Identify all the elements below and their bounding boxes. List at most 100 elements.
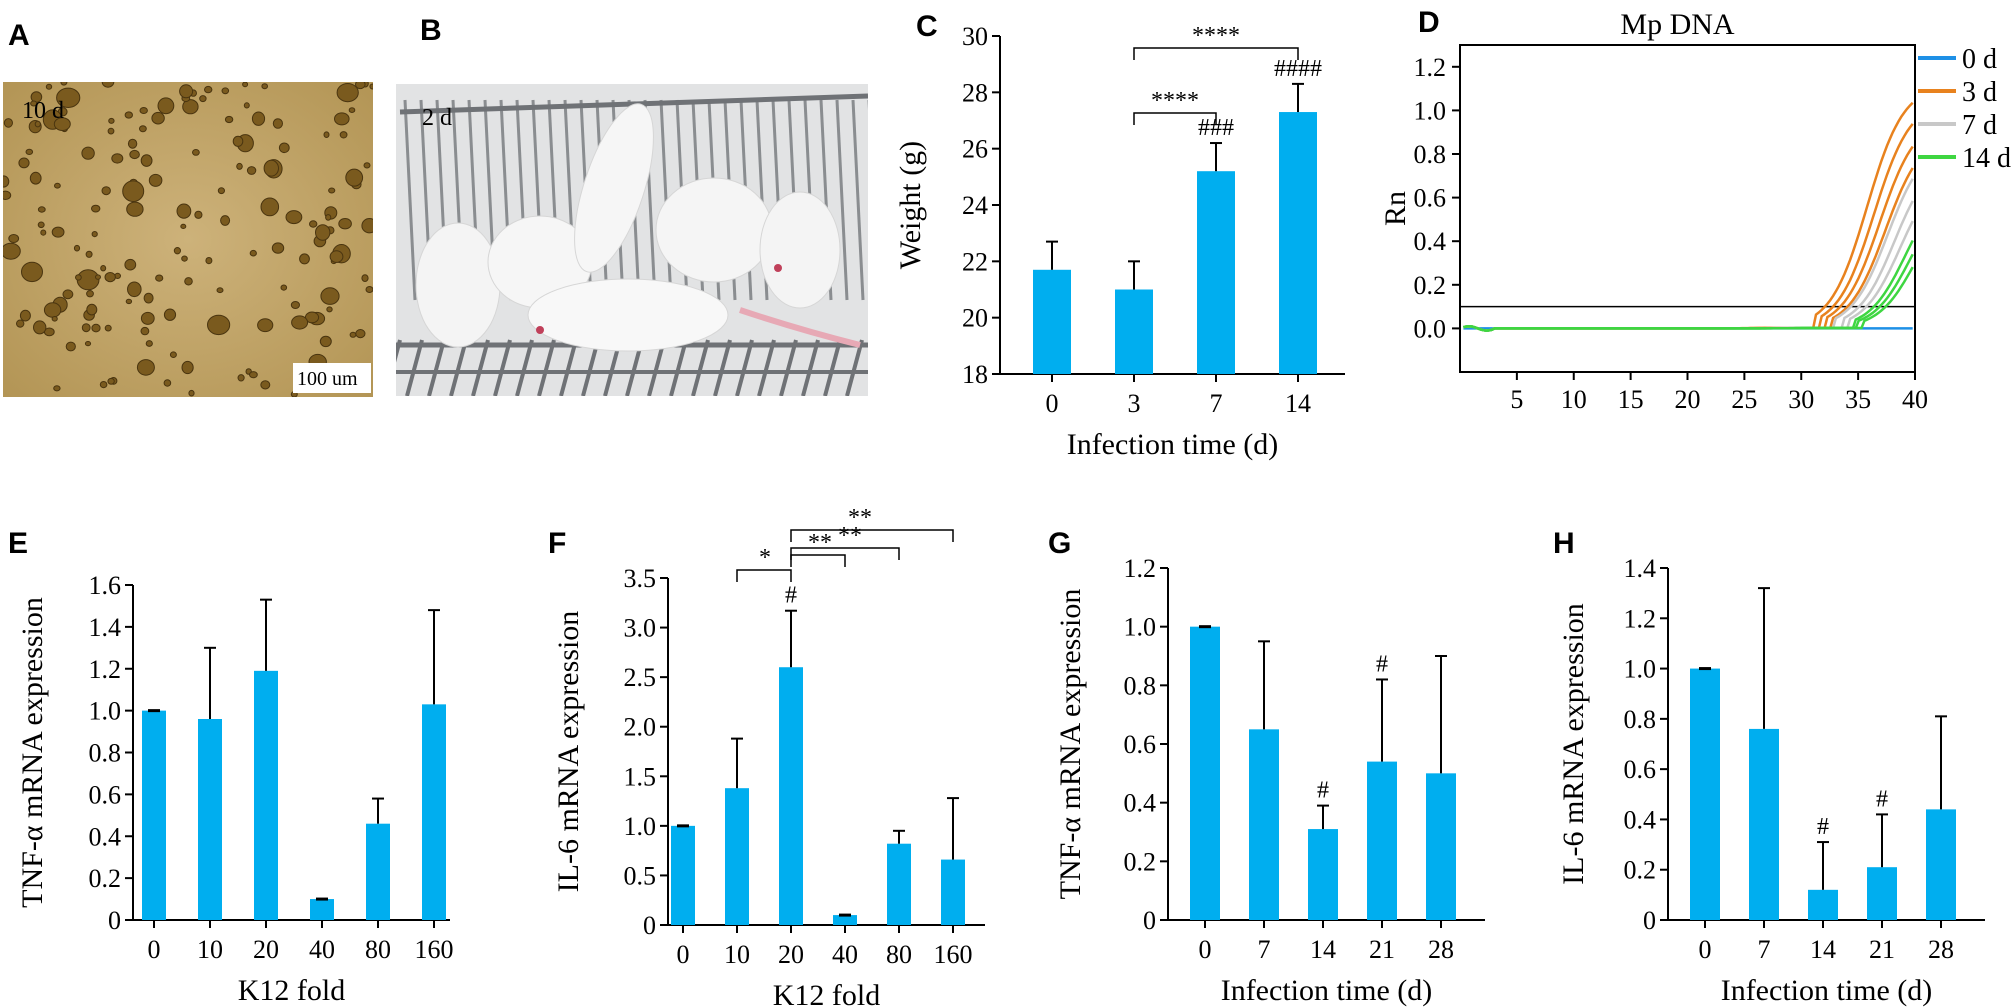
legend-label: 0 d	[1962, 44, 1997, 75]
colony	[122, 180, 145, 202]
x-tick-label: 3	[1128, 389, 1141, 418]
colony	[139, 107, 148, 114]
colony	[236, 162, 243, 170]
chart-g-tnf-time: 0 0.2 0.4 0.6 0.8 1.0 1.2 0 7 14 #21 #28 Infection t…	[1054, 554, 1485, 1007]
x-tick-label: 25	[1731, 385, 1757, 414]
x-axis-title: Infection time (d)	[1067, 428, 1279, 461]
bar	[1926, 809, 1956, 920]
colony	[143, 292, 154, 304]
colony	[179, 84, 194, 99]
y-tick-label: 0.2	[1414, 271, 1447, 300]
y-tick-label: 0.4	[1414, 227, 1447, 256]
colony	[363, 162, 371, 169]
y-tick-label: 0.4	[89, 822, 122, 851]
y-tick-label: 1.5	[624, 762, 657, 791]
colony	[184, 277, 193, 286]
colony	[37, 206, 46, 213]
y-tick-label: 3.5	[624, 564, 657, 593]
colony	[182, 99, 199, 115]
colony	[249, 249, 257, 257]
significance-bracket	[736, 569, 792, 582]
colony	[53, 385, 61, 392]
colonies-group	[3, 82, 373, 397]
cage-floor-wire	[493, 339, 512, 396]
colony	[326, 306, 333, 313]
bar	[1033, 269, 1071, 374]
y-tick-label: 0	[1143, 906, 1156, 935]
colony	[328, 187, 336, 194]
colony	[140, 154, 153, 167]
y-tick-label: 2.0	[624, 713, 657, 742]
colony	[257, 318, 274, 333]
colony	[140, 326, 150, 336]
colony	[180, 223, 187, 229]
colony	[181, 360, 194, 375]
colony	[249, 371, 258, 379]
bar	[1190, 626, 1220, 920]
colony	[56, 87, 81, 109]
x-tick-label: 20	[1675, 385, 1701, 414]
colony	[139, 125, 147, 133]
colony	[278, 142, 290, 154]
colony	[173, 247, 181, 255]
y-tick-label: 0.2	[89, 864, 122, 893]
cage-floor-wire	[515, 339, 534, 396]
colony	[108, 117, 115, 124]
y-tick-label: 0.6	[89, 780, 122, 809]
significance-mark: #	[1817, 814, 1829, 840]
significance-mark: #	[1317, 778, 1329, 804]
y-tick-label: 0.0	[1414, 314, 1447, 343]
y-tick-label: 1.2	[1124, 554, 1157, 583]
photo-b-time-label: 2 d	[422, 105, 452, 131]
y-tick-label: 18	[962, 360, 988, 389]
y-tick-label: 24	[962, 191, 988, 220]
photo-a-background	[3, 82, 373, 397]
colony	[349, 331, 357, 338]
x-tick-label: 5	[1510, 385, 1523, 414]
colony	[34, 120, 41, 128]
y-tick-label: 30	[962, 22, 988, 51]
colony	[261, 83, 269, 90]
y-tick-label: 1.0	[89, 697, 122, 726]
colony	[199, 95, 207, 103]
x-tick-label: 0	[677, 940, 690, 969]
cage-wire	[851, 99, 865, 301]
cage-floor-wire	[691, 339, 710, 396]
panel-letter-h: H	[1553, 527, 1575, 560]
mouse-eye	[774, 264, 782, 272]
x-axis-title: K12 fold	[773, 979, 881, 1008]
colony	[345, 168, 364, 187]
colony	[224, 115, 234, 124]
colony	[329, 250, 344, 263]
mouse-eye	[536, 326, 544, 334]
colony	[104, 272, 116, 283]
colony	[205, 257, 213, 265]
colony	[73, 244, 81, 252]
bar	[1808, 889, 1838, 920]
significance-mark: #	[1376, 651, 1388, 677]
bar	[1308, 829, 1338, 920]
chart-title: Mp DNA	[1620, 8, 1735, 41]
y-tick-label: 1.4	[1624, 554, 1657, 583]
colony	[176, 203, 192, 219]
colony	[237, 374, 245, 382]
colony	[299, 253, 310, 265]
colony	[192, 149, 200, 156]
x-tick-label: 20	[253, 935, 279, 964]
y-tick-label: 0.8	[89, 739, 122, 768]
bar	[1690, 668, 1720, 920]
colony	[54, 182, 61, 189]
colony	[319, 335, 332, 348]
bar	[1249, 729, 1279, 920]
mouse-tail	[739, 307, 861, 348]
colony	[151, 111, 165, 125]
scale-bar-label: 100 um	[297, 368, 358, 390]
y-tick-label: 0.8	[1414, 140, 1447, 169]
colony	[221, 87, 230, 95]
significance-mark: #	[1876, 786, 1888, 812]
y-axis-title: IL-6 mRNA expression	[552, 611, 585, 893]
colony	[8, 234, 20, 243]
y-tick-label: 1.2	[89, 655, 122, 684]
cage-floor-wire	[757, 339, 776, 396]
